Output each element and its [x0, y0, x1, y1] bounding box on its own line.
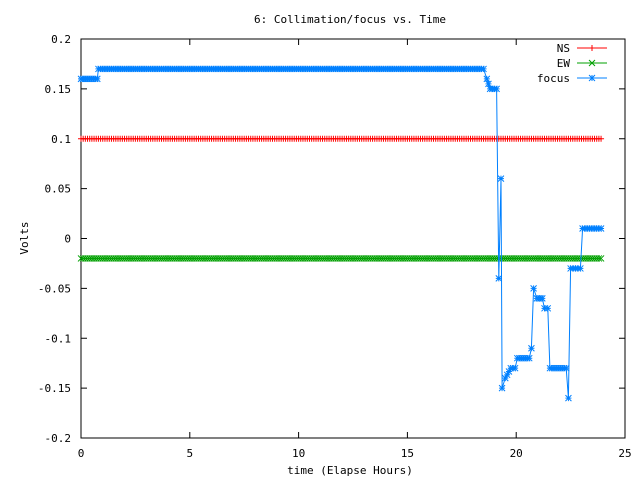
data-point: [503, 371, 511, 379]
series-ns: [78, 135, 605, 142]
data-point: [538, 294, 546, 302]
legend-label: focus: [537, 72, 570, 85]
data-point: [501, 374, 509, 382]
data-point: [497, 175, 505, 183]
x-axis-label: time (Elapse Hours): [287, 464, 413, 477]
plot-area: -0.2 -0.15 -0.1 -0.05 0 0.05 0.1 0.15 0.2 0 5 10 15 2…: [38, 33, 632, 460]
x-tick-label: 0: [78, 447, 85, 460]
data-point: [565, 394, 572, 402]
x-tick-label: 10: [292, 447, 305, 460]
data-point: [525, 354, 533, 362]
data-point: [577, 265, 584, 272]
y-tick-label: -0.05: [38, 282, 71, 295]
legend-label: NS: [557, 42, 570, 55]
y-tick-label: -0.1: [45, 332, 72, 345]
legend-marker: [588, 74, 596, 82]
data-point: [597, 255, 605, 262]
y-tick-label: 0.2: [51, 33, 71, 46]
y-tick-label: 0.1: [51, 133, 71, 146]
x-tick-label: 5: [186, 447, 193, 460]
data-point: [498, 384, 506, 392]
data-point: [495, 275, 503, 282]
data-point: [480, 65, 487, 73]
data-point: [562, 364, 570, 372]
data-point: [483, 75, 491, 83]
y-tick-label: -0.2: [45, 432, 72, 445]
y-tick-label: -0.15: [38, 382, 71, 395]
x-tick-label: 15: [401, 447, 414, 460]
data-point: [485, 80, 492, 88]
data-point: [505, 368, 513, 375]
series-line: [81, 68, 602, 399]
y-tick-label: 0.05: [45, 183, 72, 196]
data-point: [493, 85, 500, 93]
data-point: [530, 285, 537, 292]
plot-frame: [80, 38, 626, 439]
y-tick-label: 0.15: [45, 83, 72, 96]
x-tick-label: 20: [510, 447, 523, 460]
data-point: [598, 135, 605, 142]
data-point: [544, 304, 552, 312]
y-axis-label: Volts: [18, 221, 31, 254]
chart-title: 6: Collimation/focus vs. Time: [254, 13, 446, 26]
data-point: [93, 75, 101, 83]
legend-marker: [589, 45, 595, 51]
series-ew: [77, 255, 605, 262]
data-point: [511, 364, 519, 372]
legend-marker: [588, 59, 596, 67]
data-point: [541, 304, 548, 312]
x-tick-label: 25: [618, 447, 631, 460]
y-tick-label: 0: [64, 233, 71, 246]
data-point: [597, 225, 605, 232]
legend-label: EW: [557, 57, 571, 70]
data-point: [595, 255, 603, 262]
data-point: [528, 344, 535, 352]
series-focus: [77, 65, 605, 402]
